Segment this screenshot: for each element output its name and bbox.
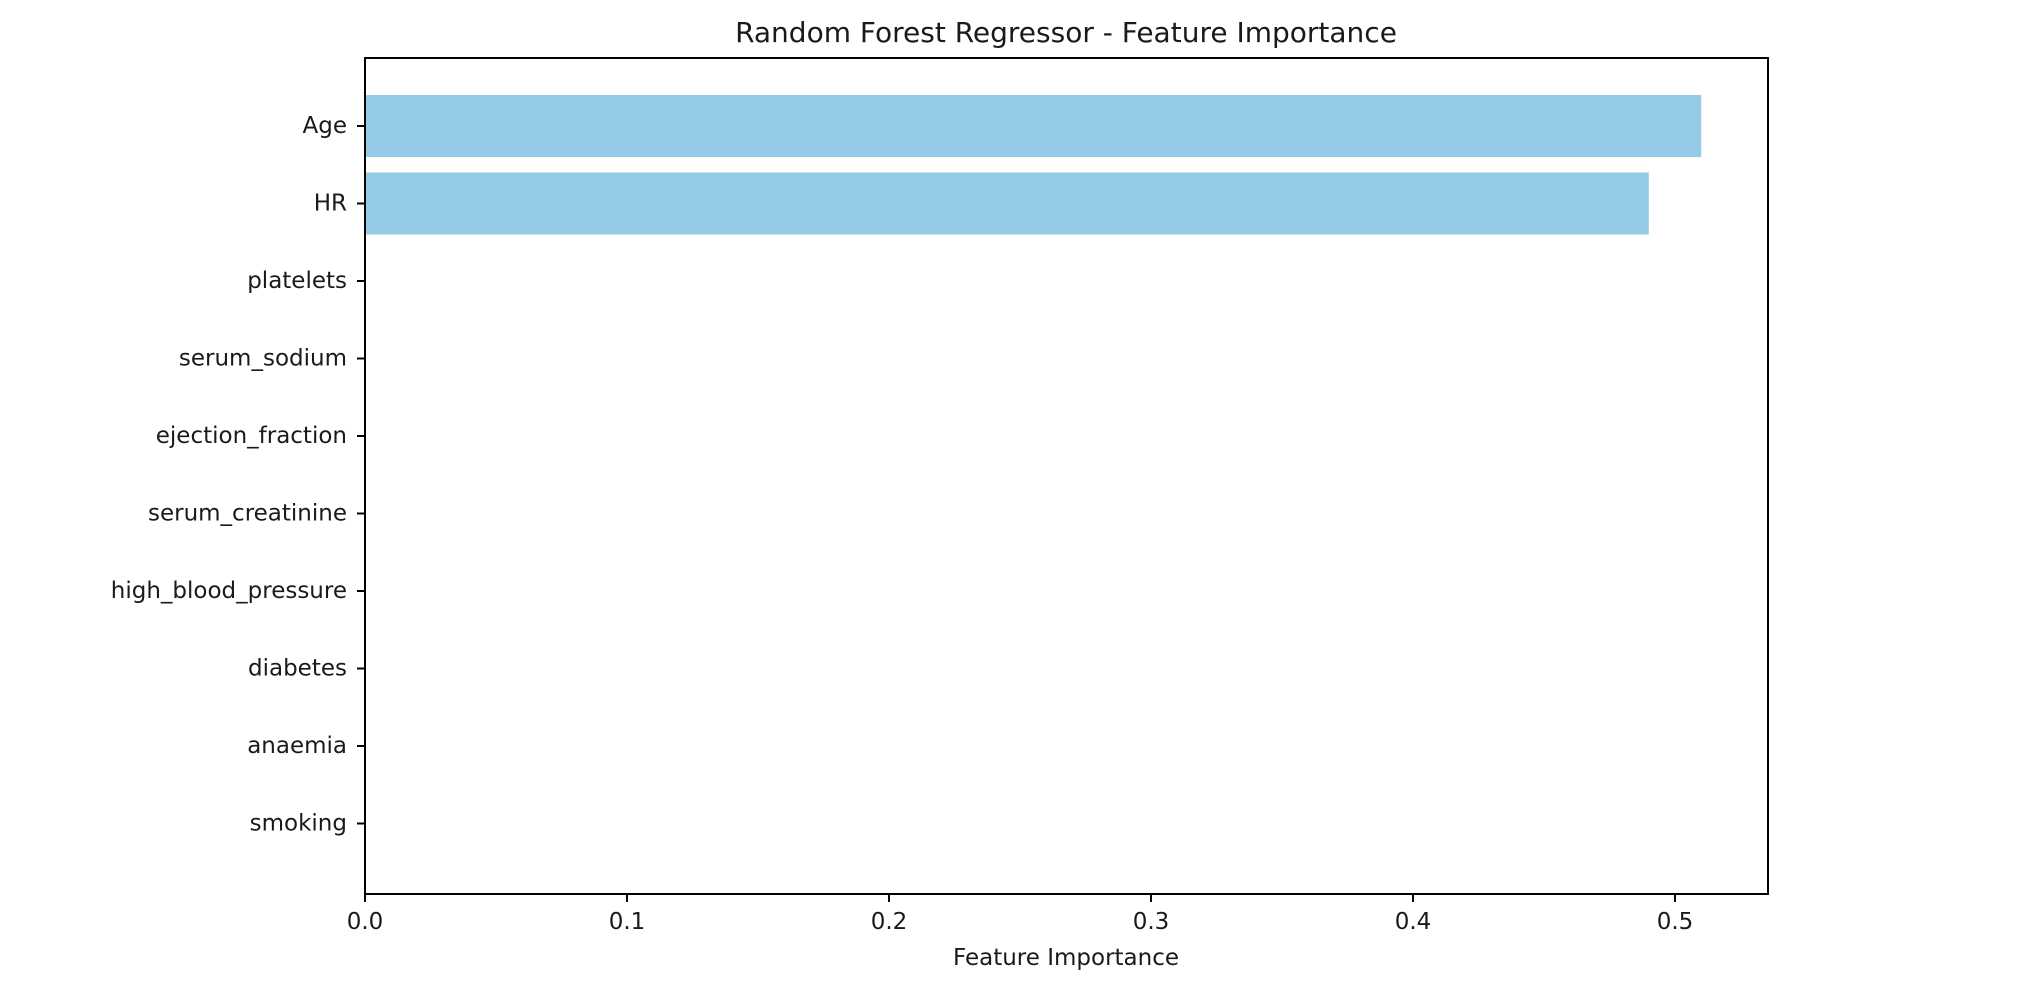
- y-tick-label: anaemia: [247, 733, 347, 759]
- x-axis-label: Feature Importance: [953, 945, 1179, 971]
- y-tick-label: smoking: [250, 811, 347, 837]
- y-tick-label: Age: [303, 113, 347, 139]
- y-tick-label: high_blood_pressure: [111, 578, 347, 604]
- bars-layer: [365, 95, 1702, 235]
- x-tick-label: 0.0: [347, 909, 384, 935]
- x-tick-label: 0.4: [1395, 909, 1432, 935]
- x-tick-label: 0.5: [1657, 909, 1694, 935]
- x-tick-label: 0.2: [871, 909, 908, 935]
- y-tick-label: HR: [314, 191, 347, 217]
- x-axis: 0.0 0.1 0.2 0.3 0.4 0.5: [347, 894, 1694, 935]
- plot-area-frame: [364, 57, 1769, 895]
- y-tick-label: diabetes: [248, 656, 347, 682]
- y-axis: Age HR platelets serum_sodium ejection_fract…: [111, 113, 365, 837]
- bar-hr: [365, 172, 1649, 235]
- chart-title: Random Forest Regressor - Feature Import…: [735, 16, 1397, 49]
- x-tick-label: 0.1: [609, 909, 646, 935]
- y-tick-label: serum_creatinine: [148, 501, 347, 527]
- y-tick-label: serum_sodium: [179, 346, 347, 372]
- bar-age: [365, 95, 1702, 157]
- y-tick-label: ejection_fraction: [156, 423, 347, 449]
- y-tick-label: platelets: [247, 268, 347, 294]
- x-tick-label: 0.3: [1133, 909, 1170, 935]
